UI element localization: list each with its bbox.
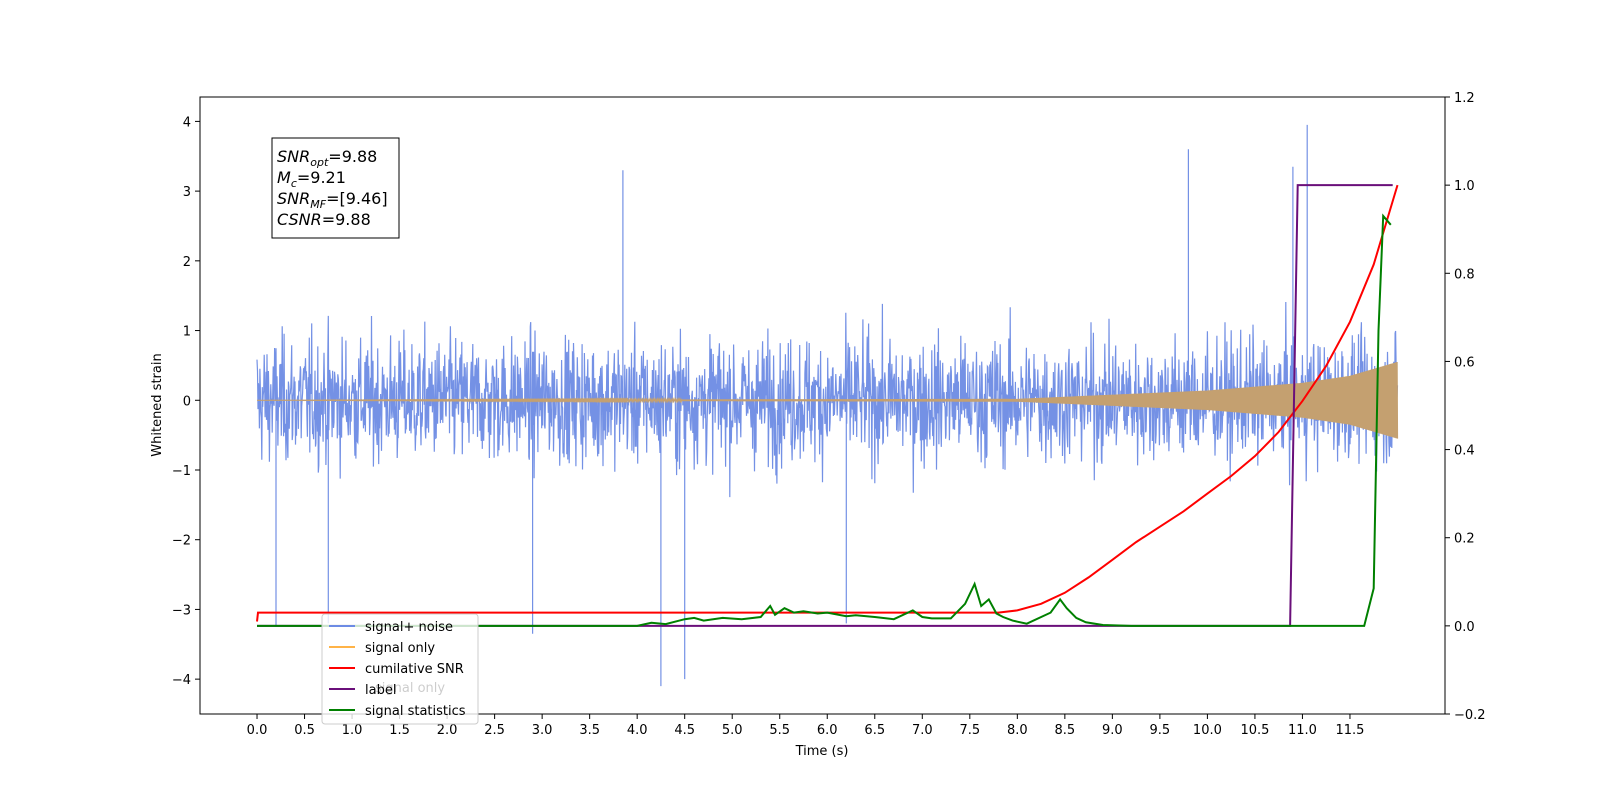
annotation-frame bbox=[271, 137, 400, 239]
signal-noise-line bbox=[256, 124, 1399, 687]
series-label bbox=[257, 184, 1393, 627]
y-tick-label: 1 bbox=[183, 325, 191, 340]
legend-label: cumilative SNR bbox=[365, 662, 464, 677]
plot-area-frame bbox=[199, 96, 1446, 715]
y2-tick-label: 0.0 bbox=[1454, 620, 1475, 635]
x-tick-label: 10.0 bbox=[1193, 723, 1222, 738]
y-tick-label: −1 bbox=[172, 464, 191, 479]
legend-label: signal only bbox=[365, 641, 435, 656]
y-tick-label: −3 bbox=[172, 603, 191, 618]
x-tick-label: 5.5 bbox=[769, 723, 790, 738]
x-tick-label: 2.0 bbox=[437, 723, 458, 738]
x-tick-label: 6.5 bbox=[864, 723, 885, 738]
annotation-line: CSNR=9.88 bbox=[277, 210, 371, 229]
x-tick-label: 3.0 bbox=[532, 723, 553, 738]
x-tick-label: 1.0 bbox=[342, 723, 363, 738]
x-tick-label: 2.5 bbox=[484, 723, 505, 738]
x-tick-label: 8.5 bbox=[1055, 723, 1076, 738]
y2-tick-label: 0.2 bbox=[1454, 532, 1475, 547]
legend-frame bbox=[321, 613, 479, 725]
cumulative-snr-line bbox=[256, 184, 1399, 622]
signal-only-line bbox=[257, 361, 1399, 439]
y-tick-label: −4 bbox=[172, 673, 191, 688]
x-tick-label: 7.0 bbox=[912, 723, 933, 738]
x-tick-label: 11.5 bbox=[1335, 723, 1364, 738]
x-tick-label: 4.0 bbox=[627, 723, 648, 738]
x-tick-label: 9.0 bbox=[1102, 723, 1123, 738]
x-tick-label: 4.5 bbox=[674, 723, 695, 738]
legend-label: signal statistics bbox=[365, 704, 466, 719]
x-tick-label: 0.0 bbox=[247, 723, 268, 738]
series-signal-only bbox=[257, 361, 1399, 439]
x-tick-label: 0.5 bbox=[294, 723, 315, 738]
y2-tick-label: 1.2 bbox=[1454, 91, 1475, 106]
annotation-line: SNRopt=9.88 bbox=[277, 147, 377, 169]
y-tick-label: 4 bbox=[183, 115, 191, 130]
series-cumulative-snr bbox=[256, 184, 1399, 622]
y2-tick-label: −0.2 bbox=[1454, 708, 1486, 723]
x-axis: 0.0 0.5 1.0 1.5 2.0 2.5 3.0 3.5 4.0 4.5 5.0 5.5 6.0 6… bbox=[247, 714, 1364, 738]
y2-tick-label: 0.8 bbox=[1454, 267, 1475, 282]
legend-label: signal+ noise bbox=[365, 620, 453, 635]
x-tick-label: 6.0 bbox=[817, 723, 838, 738]
y-tick-label: 3 bbox=[183, 185, 191, 200]
y-tick-label: 2 bbox=[183, 255, 191, 270]
x-tick-label: 9.5 bbox=[1150, 723, 1171, 738]
x-tick-label: 5.0 bbox=[722, 723, 743, 738]
x-tick-label: 3.5 bbox=[579, 723, 600, 738]
y2-tick-label: 0.4 bbox=[1454, 444, 1475, 459]
y-axis-right: −0.2 0.0 0.2 0.4 0.6 0.8 1.0 1.2 bbox=[1445, 91, 1486, 723]
legend-label: label bbox=[365, 683, 396, 698]
label-line bbox=[257, 184, 1393, 627]
y-tick-label: −2 bbox=[172, 534, 191, 549]
annotation-line: SNRMF=[9.46] bbox=[277, 189, 388, 211]
x-tick-label: 1.5 bbox=[389, 723, 410, 738]
y2-tick-label: 1.0 bbox=[1454, 179, 1475, 194]
y-axis-left: −4 −3 −2 −1 0 1 2 3 4 bbox=[172, 115, 200, 688]
x-tick-label: 8.0 bbox=[1007, 723, 1028, 738]
series-signal-noise bbox=[256, 124, 1399, 687]
y-tick-label: 0 bbox=[183, 394, 191, 409]
x-axis-label: Time (s) bbox=[795, 744, 849, 759]
series-signal-statistics bbox=[257, 213, 1392, 627]
x-tick-label: 11.0 bbox=[1288, 723, 1317, 738]
x-tick-label: 7.5 bbox=[959, 723, 980, 738]
y2-tick-label: 0.6 bbox=[1454, 355, 1475, 370]
signal-statistics-line bbox=[257, 213, 1392, 627]
x-tick-label: 10.5 bbox=[1240, 723, 1269, 738]
annotation-line: Mc=9.21 bbox=[277, 168, 346, 190]
y-axis-label: Whitened strain bbox=[150, 353, 165, 456]
